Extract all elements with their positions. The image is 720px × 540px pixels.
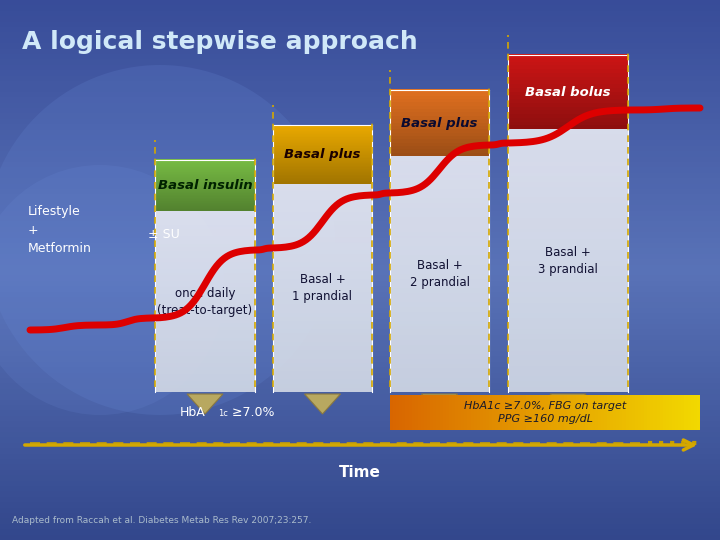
Polygon shape: [421, 394, 457, 414]
Text: A logical stepwise approach: A logical stepwise approach: [22, 30, 418, 54]
Text: HbA: HbA: [180, 407, 206, 420]
Ellipse shape: [0, 165, 225, 415]
Text: HbA1c ≥7.0%, FBG on target
PPG ≥160 mg/dL: HbA1c ≥7.0%, FBG on target PPG ≥160 mg/d…: [464, 401, 626, 424]
Polygon shape: [305, 394, 341, 414]
Text: Time: Time: [339, 465, 381, 480]
Text: Adapted from Raccah et al. Diabetes Metab Res Rev 2007;23:257.: Adapted from Raccah et al. Diabetes Meta…: [12, 516, 311, 525]
Text: Basal insulin: Basal insulin: [158, 179, 252, 192]
Text: ± SU: ± SU: [148, 228, 180, 241]
Polygon shape: [187, 394, 223, 414]
Ellipse shape: [0, 65, 335, 415]
Text: Basal +
3 prandial: Basal + 3 prandial: [538, 246, 598, 275]
Text: Basal +
1 prandial: Basal + 1 prandial: [292, 273, 353, 303]
Text: Basal plus: Basal plus: [284, 148, 361, 161]
Text: Basal bolus: Basal bolus: [526, 85, 611, 99]
Text: Basal plus: Basal plus: [401, 117, 477, 130]
Text: Lifestyle
+
Metformin: Lifestyle + Metformin: [28, 206, 92, 254]
Polygon shape: [550, 394, 586, 414]
Text: once daily
(treat-to-target): once daily (treat-to-target): [158, 287, 253, 316]
Text: ≥7.0%: ≥7.0%: [228, 407, 274, 420]
Text: Basal +
2 prandial: Basal + 2 prandial: [410, 259, 469, 289]
Text: 1c: 1c: [218, 408, 228, 417]
